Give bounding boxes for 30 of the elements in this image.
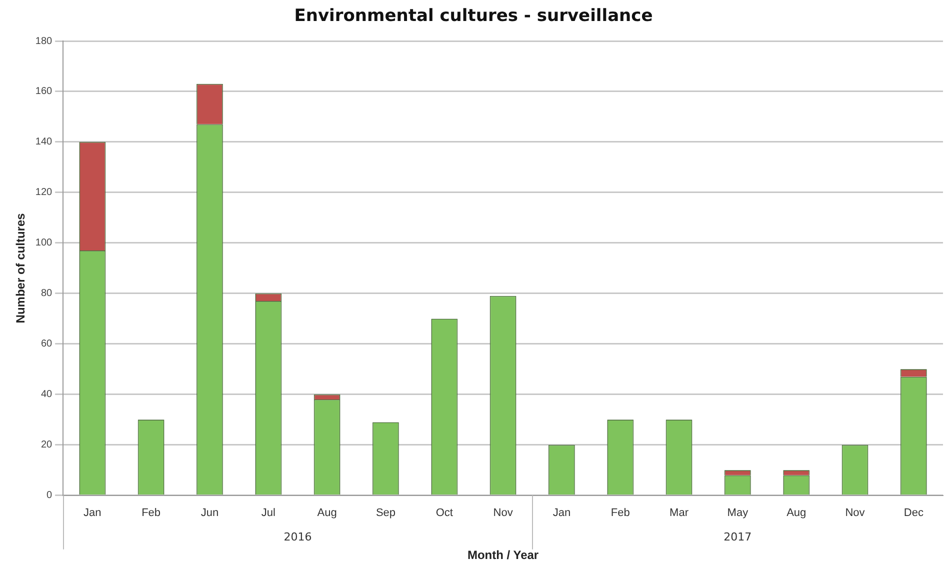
x-tick-label: Dec xyxy=(904,507,924,520)
chart-title: Environmental cultures - surveillance xyxy=(293,6,654,26)
x-tick-label: Oct xyxy=(436,507,453,520)
text: 2016 xyxy=(284,530,312,544)
x-tick-label: Jul xyxy=(261,507,276,520)
x-tick-label: Aug xyxy=(317,507,337,520)
x-tick-label: Jan xyxy=(552,507,571,520)
x-tick-label: Mar xyxy=(670,507,689,520)
y-tick-label: 160 xyxy=(35,86,53,98)
x-tick-label: Sep xyxy=(376,507,396,520)
y-tick-label: 20 xyxy=(40,440,53,451)
x-axis-title: Month / Year xyxy=(467,548,539,562)
y-tick-label: 140 xyxy=(35,136,53,148)
x-tick-label: Jun xyxy=(200,507,219,520)
y-tick-label: 100 xyxy=(35,238,53,249)
y-tick-label: 80 xyxy=(40,288,53,300)
x-tick-label: Feb xyxy=(610,507,630,520)
x-tick-label: May xyxy=(727,507,749,520)
x-tick-label: Nov xyxy=(493,507,514,520)
text: 2017 xyxy=(724,530,752,544)
x-tick-label: Feb xyxy=(142,507,161,520)
x-tick-label: Jan xyxy=(84,507,102,520)
x-tick-label: Nov xyxy=(845,507,866,520)
y-tick-label: 180 xyxy=(35,36,53,47)
y-tick-label: 0 xyxy=(46,490,53,502)
y-tick-label: 40 xyxy=(40,389,53,400)
x-tick-label: Aug xyxy=(786,507,806,520)
y-axis-title: Number of cultures xyxy=(14,212,28,324)
y-tick-label: 120 xyxy=(35,187,53,198)
y-tick-label: 60 xyxy=(40,338,53,350)
